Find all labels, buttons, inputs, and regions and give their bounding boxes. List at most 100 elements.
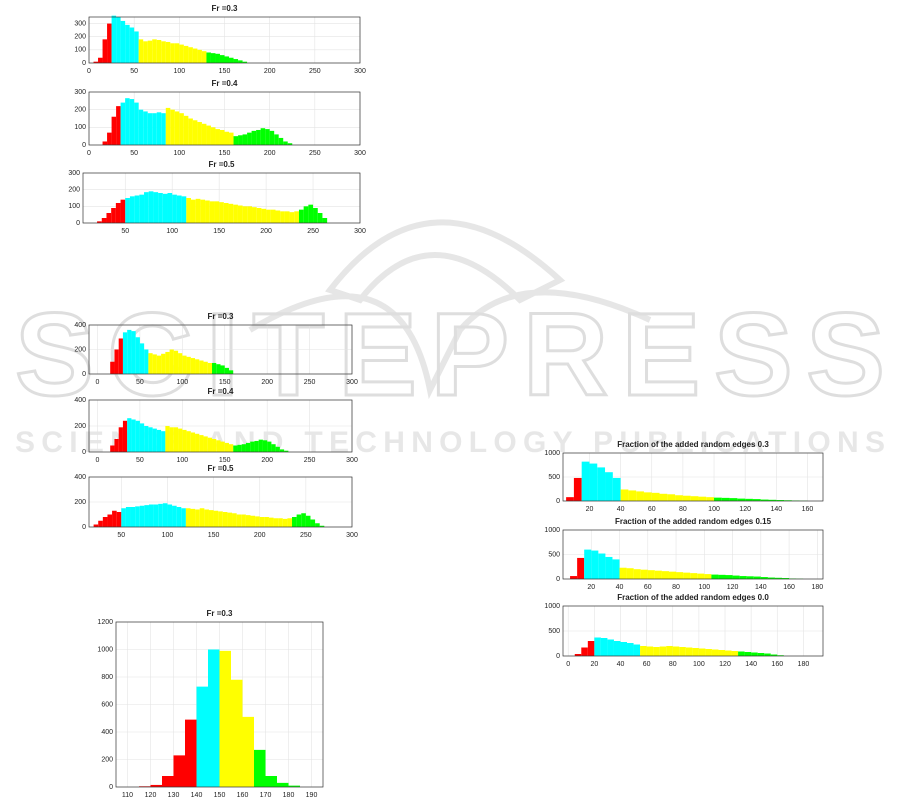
x-tick-label: 180 [812, 584, 824, 591]
histogram-bar [183, 45, 189, 63]
histogram-bar [165, 107, 171, 145]
x-tick-label: 150 [208, 532, 220, 539]
x-tick-label: 200 [264, 68, 276, 75]
histogram-bar [173, 755, 185, 787]
histogram-bar [224, 56, 230, 63]
histogram-bar [190, 508, 196, 527]
histogram-bar [296, 514, 302, 527]
histogram-bar [153, 504, 159, 527]
histogram-bar [135, 420, 140, 452]
histogram-bar [676, 572, 684, 579]
x-tick-label: 250 [300, 532, 312, 539]
histogram-bar [757, 653, 765, 656]
histogram-bar [667, 494, 676, 501]
histogram-bar [731, 651, 739, 656]
x-tick-label: 180 [283, 792, 295, 799]
histogram-bar [233, 445, 238, 452]
histogram-bar [183, 115, 189, 145]
x-tick-label: 140 [755, 584, 767, 591]
histogram-bar [125, 98, 130, 145]
chart: 0 200 400 600 800 1000 1200 110 120 130 140 150 160 1… [97, 609, 324, 799]
histogram-bar [178, 353, 183, 374]
histogram-bar [152, 354, 157, 374]
histogram-bar [135, 337, 140, 374]
y-tick-label: 0 [76, 220, 80, 227]
histogram-bar [127, 418, 132, 452]
histogram-bar [131, 419, 136, 452]
histogram-bar [679, 647, 686, 656]
histogram-bar [313, 208, 318, 223]
y-tick-label: 200 [74, 423, 86, 430]
histogram-bar [725, 575, 733, 579]
chart-title: Fr =0.3 [211, 4, 238, 13]
x-tick-label: 300 [346, 379, 358, 386]
y-tick-label: 100 [68, 203, 80, 210]
histogram-bar [587, 641, 595, 656]
histogram-bar [199, 360, 204, 374]
histogram-bar [120, 102, 126, 145]
histogram-bar [651, 492, 660, 501]
x-tick-label: 120 [145, 792, 157, 799]
histogram-bar [250, 441, 255, 452]
histogram-bar [241, 444, 246, 452]
x-tick-label: 80 [679, 506, 687, 513]
histogram-bar [144, 192, 149, 223]
histogram-bar [121, 508, 126, 527]
chart-title: Fraction of the added random edges 0.15 [615, 517, 772, 526]
y-tick-label: 800 [101, 674, 113, 681]
chart: 0 200 400 0 50 100 150 200 250 300 Fr =0.4 [74, 387, 358, 464]
histogram-bar [174, 43, 180, 63]
histogram-bar [577, 557, 585, 579]
histogram-bar [252, 207, 257, 223]
histogram-bar [600, 638, 608, 656]
plot-frame [562, 605, 824, 657]
histogram-bar [697, 573, 705, 579]
x-tick-label: 0 [566, 661, 570, 668]
histogram-bar [254, 749, 266, 787]
histogram-bar [139, 194, 145, 223]
histogram-bar [278, 518, 283, 527]
histogram-bar [98, 520, 103, 527]
y-tick-label: 200 [74, 346, 86, 353]
histogram-bar [242, 134, 248, 145]
histogram-bar [131, 331, 136, 374]
y-tick-label: 400 [74, 397, 86, 404]
histogram-bar [182, 355, 187, 374]
histogram-bar [287, 518, 293, 527]
histogram-bar [250, 515, 256, 527]
histogram-bar [129, 196, 135, 223]
x-tick-label: 150 [213, 228, 225, 235]
histogram-bar [301, 513, 306, 527]
histogram-bar [237, 444, 242, 452]
x-tick-label: 150 [219, 379, 231, 386]
histogram-bar [718, 574, 726, 579]
x-tick-label: 250 [304, 457, 316, 464]
histogram-bar [581, 647, 588, 656]
histogram-bar [305, 515, 311, 527]
histogram-bar [111, 208, 116, 223]
histogram-bar [654, 570, 662, 579]
histogram-bar [255, 516, 260, 527]
histogram-bar [646, 646, 654, 656]
histogram-bar [206, 125, 211, 145]
histogram-bar [170, 43, 175, 63]
histogram-bar [218, 511, 223, 527]
histogram-bar [195, 359, 200, 374]
histogram-bar [204, 509, 209, 527]
x-tick-label: 120 [719, 661, 731, 668]
histogram-bar [170, 109, 175, 145]
y-tick-label: 200 [74, 107, 86, 114]
y-tick-label: 0 [556, 498, 560, 505]
y-tick-label: 100 [74, 47, 86, 54]
histogram-bar [675, 495, 683, 501]
histogram-bar [203, 361, 208, 374]
histogram-bar [620, 489, 629, 501]
y-tick-label: 0 [82, 60, 86, 67]
histogram-bar [626, 568, 634, 579]
histogram-bar [718, 650, 726, 656]
x-tick-label: 100 [173, 68, 185, 75]
histogram-bar [265, 776, 277, 787]
histogram-bar [139, 343, 145, 374]
histogram-bar [627, 643, 634, 656]
histogram-bar [144, 349, 149, 374]
